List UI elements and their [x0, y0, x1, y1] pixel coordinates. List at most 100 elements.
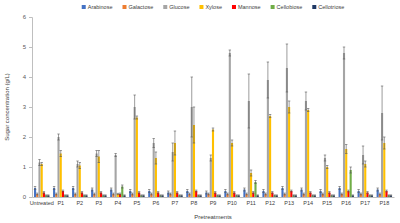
- bar: [324, 158, 326, 197]
- error-cap: [83, 194, 85, 195]
- legend-label: Glucose: [169, 4, 189, 10]
- error-line: [265, 193, 266, 195]
- error-cap: [60, 150, 62, 151]
- y-axis-line: [29, 18, 33, 198]
- y-tick-mark: [29, 137, 32, 138]
- error-line: [291, 190, 292, 192]
- error-cap: [34, 189, 36, 190]
- error-cap: [290, 191, 292, 192]
- error-line: [213, 128, 214, 131]
- x-tick-label: P7: [172, 200, 179, 206]
- error-cap: [131, 193, 133, 194]
- error-bar: [343, 47, 345, 59]
- error-bar: [229, 50, 231, 56]
- error-cap: [81, 193, 83, 194]
- error-cap: [243, 188, 245, 189]
- legend-label: Cellobiose: [277, 4, 303, 10]
- error-bar: [345, 145, 347, 154]
- error-line: [272, 192, 273, 194]
- error-bar: [176, 192, 178, 194]
- error-cap: [385, 190, 387, 191]
- error-cap: [324, 161, 326, 162]
- error-cap: [262, 189, 264, 190]
- error-line: [65, 195, 66, 196]
- error-bar: [102, 195, 104, 196]
- error-cap: [264, 194, 266, 195]
- error-cap: [364, 161, 366, 162]
- error-bar: [150, 193, 152, 195]
- error-cap: [362, 146, 364, 147]
- error-bar: [307, 109, 309, 112]
- error-line: [236, 195, 237, 196]
- error-cap: [178, 194, 180, 195]
- error-bar: [133, 95, 135, 119]
- error-line: [248, 74, 249, 128]
- x-tick-label: P18: [379, 200, 389, 206]
- error-line: [331, 195, 332, 196]
- bar: [212, 130, 214, 198]
- x-tick: P14: [303, 197, 313, 206]
- x-tick: P12: [265, 197, 275, 206]
- error-cap: [207, 194, 209, 195]
- error-cap: [286, 92, 288, 93]
- error-bar: [66, 195, 68, 196]
- error-cap: [257, 194, 259, 195]
- error-bar: [362, 146, 364, 164]
- error-line: [363, 146, 364, 164]
- error-bar: [100, 192, 102, 194]
- error-line: [151, 193, 152, 195]
- error-line: [305, 92, 306, 110]
- legend-swatch: [232, 5, 236, 9]
- error-line: [94, 193, 95, 195]
- x-tick: P9: [210, 197, 217, 206]
- error-line: [48, 195, 49, 196]
- error-cap: [276, 194, 278, 195]
- error-cap: [229, 56, 231, 57]
- error-cap: [34, 186, 36, 187]
- error-bar: [191, 77, 193, 137]
- error-line: [314, 195, 315, 196]
- error-bar: [34, 187, 36, 190]
- error-cap: [112, 194, 114, 195]
- bar: [121, 187, 123, 198]
- error-line: [303, 193, 304, 195]
- error-line: [225, 190, 226, 193]
- error-cap: [74, 194, 76, 195]
- error-cap: [161, 194, 163, 195]
- error-cap: [110, 188, 112, 189]
- legend-item: Galactose: [123, 4, 154, 10]
- error-line: [324, 155, 325, 161]
- error-line: [81, 192, 82, 194]
- error-cap: [343, 47, 345, 48]
- error-cap: [379, 194, 381, 195]
- legend-item: Mannose: [232, 4, 261, 10]
- error-cap: [383, 149, 385, 150]
- error-line: [293, 195, 294, 196]
- error-cap: [123, 194, 125, 195]
- error-line: [341, 193, 342, 195]
- error-cap: [224, 192, 226, 193]
- error-bar: [231, 140, 233, 146]
- error-line: [41, 163, 42, 166]
- error-cap: [64, 196, 66, 197]
- error-cap: [36, 194, 38, 195]
- error-cap: [119, 193, 121, 194]
- error-line: [227, 193, 228, 195]
- x-tick: P11: [246, 197, 255, 206]
- y-tick-label: 0: [23, 194, 27, 200]
- error-cap: [167, 191, 169, 192]
- error-cap: [333, 194, 335, 195]
- y-tick-mark: [29, 17, 32, 18]
- error-cap: [197, 194, 199, 195]
- error-cap: [281, 186, 283, 187]
- legend-swatch: [312, 5, 316, 9]
- error-cap: [60, 156, 62, 157]
- error-line: [77, 161, 78, 167]
- bar: [229, 53, 231, 197]
- error-line: [54, 187, 55, 190]
- error-cap: [140, 196, 142, 197]
- bar: [98, 157, 100, 198]
- error-cap: [379, 193, 381, 194]
- error-cap: [210, 155, 212, 156]
- error-cap: [305, 92, 307, 93]
